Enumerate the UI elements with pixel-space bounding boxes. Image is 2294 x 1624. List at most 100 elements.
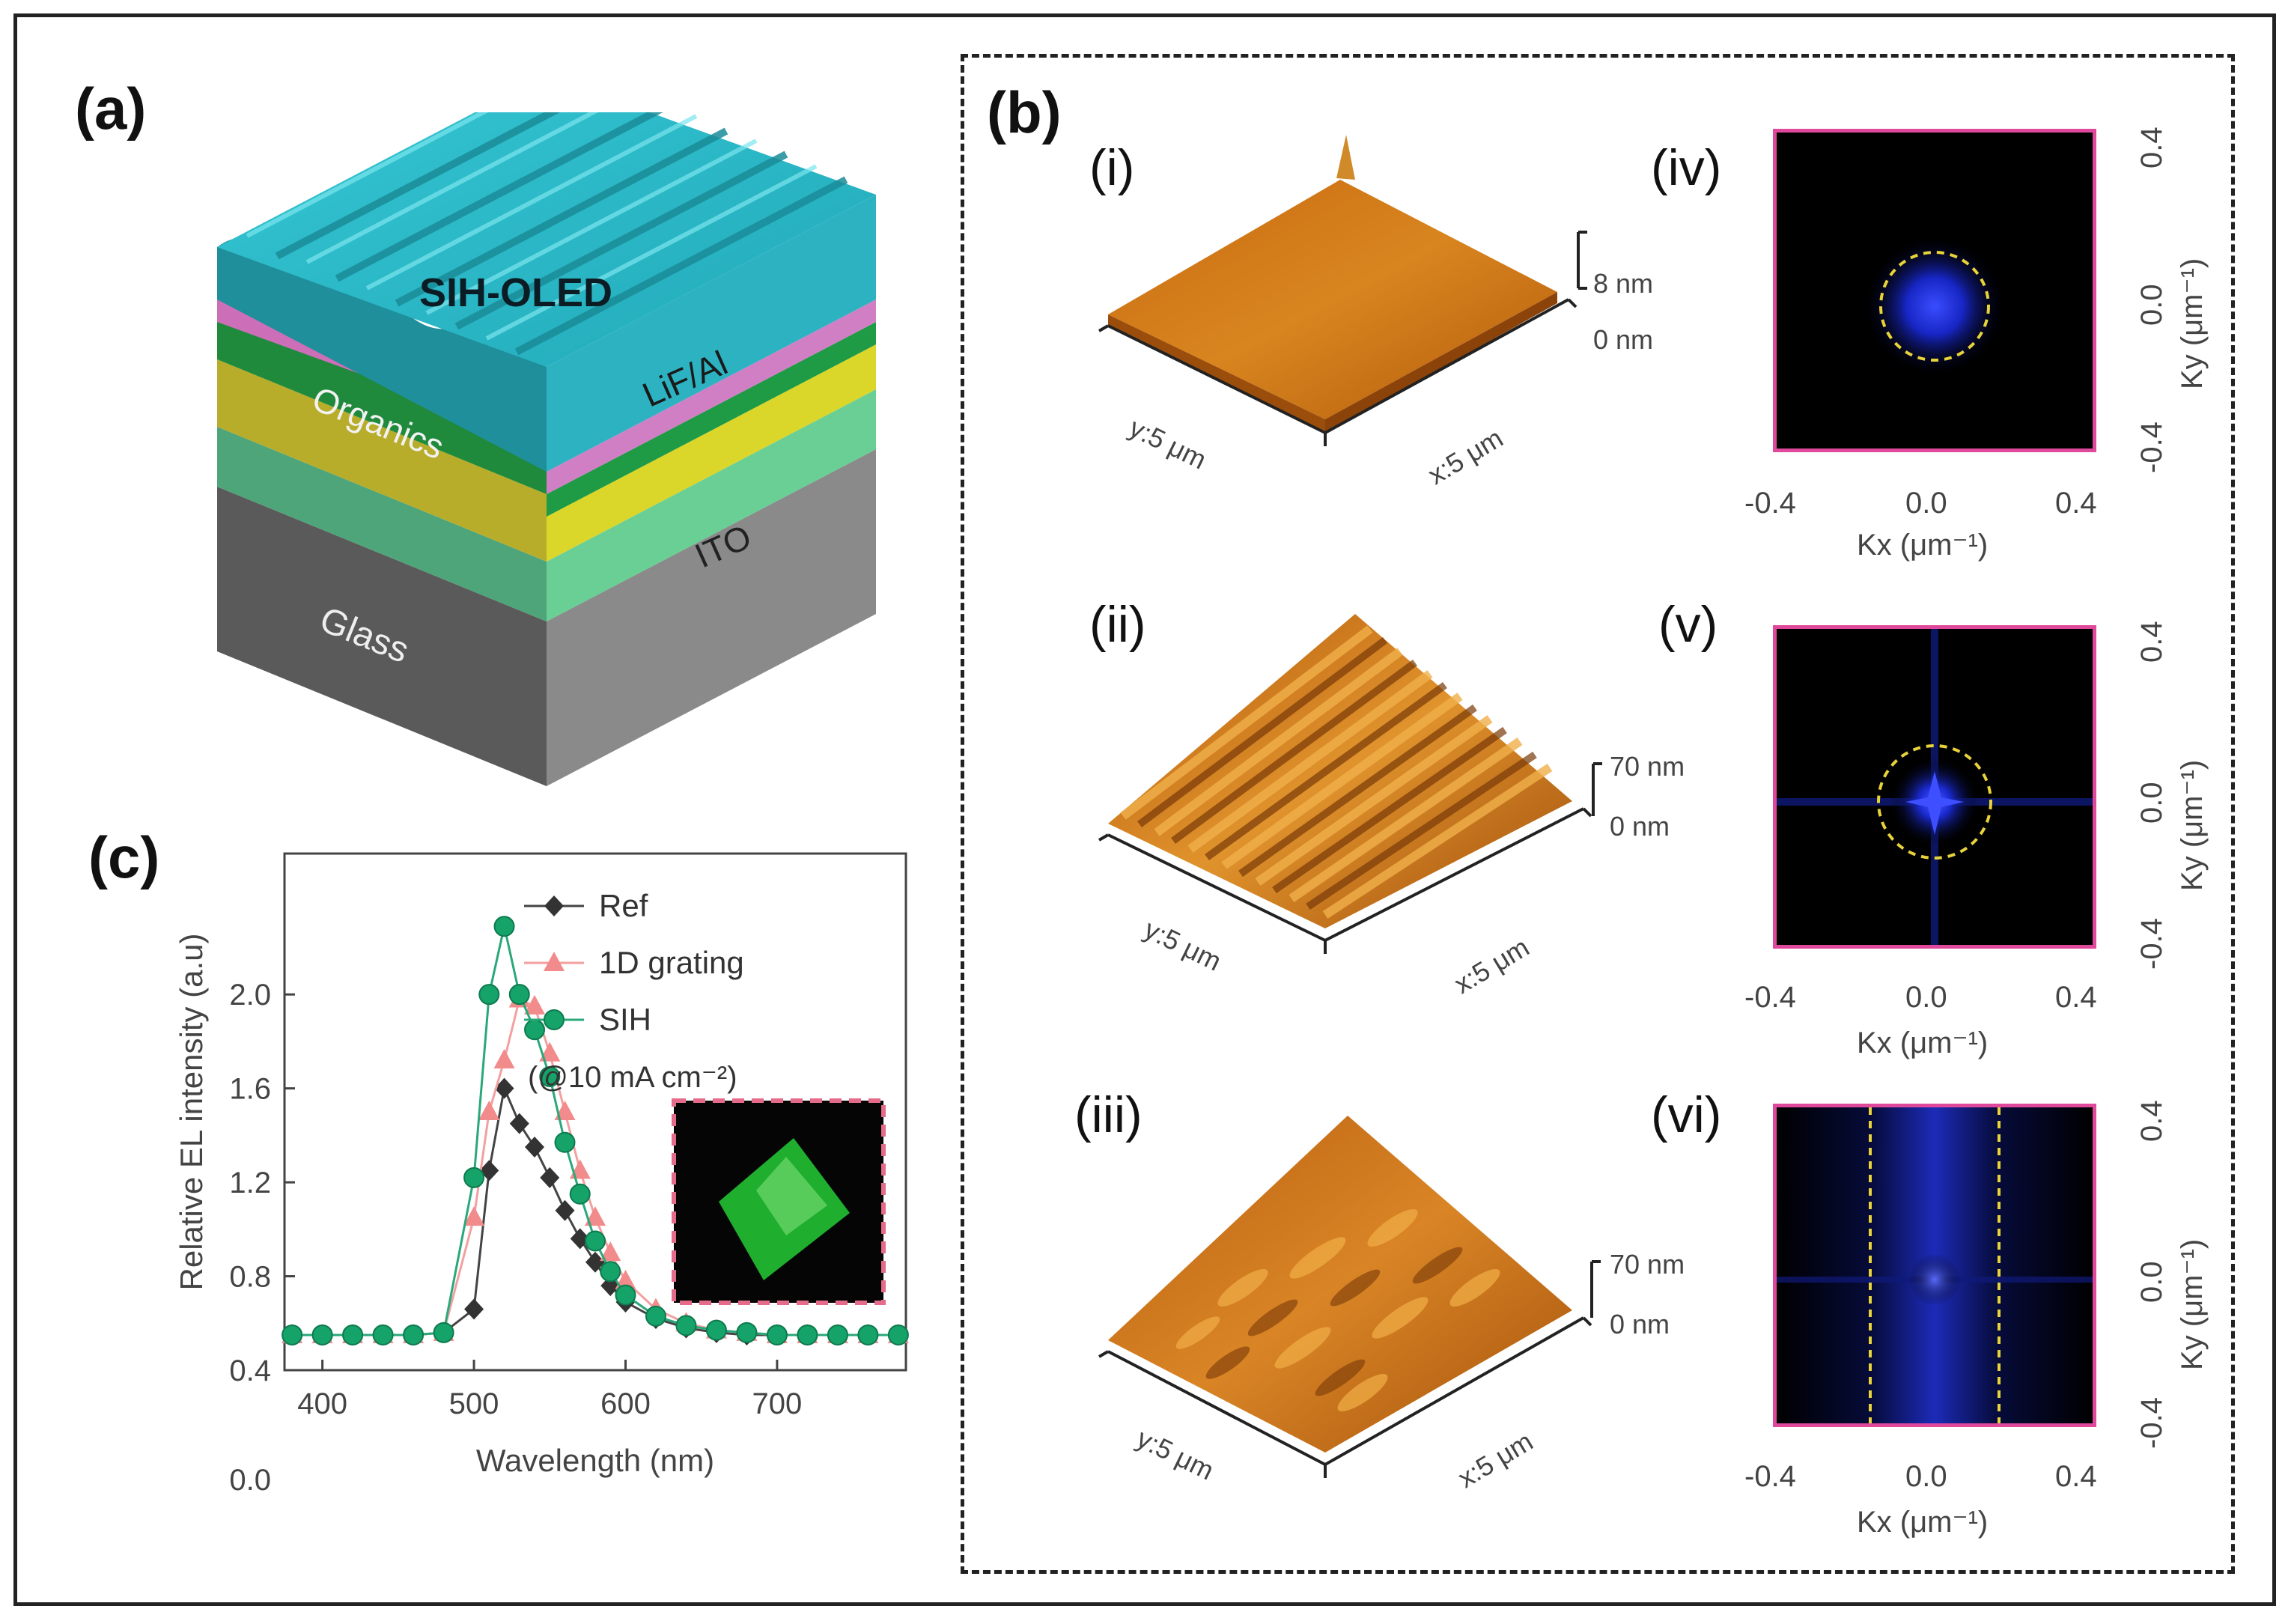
x-tick-label: 600 [600,1387,651,1420]
y-tick-label: 1.2 [229,1167,271,1199]
point-sih [372,1324,394,1345]
panel-b-frame [961,54,2235,1574]
el-spectrum-chart: 400 500 600 700 0.4 0.8 1.2 1.6 2.0 0.0 Wavelength… [150,839,943,1497]
point-sih [827,1324,848,1345]
cyan-top [217,112,876,367]
inset-highlight [756,1157,827,1235]
fft-vi-ytick-1: 0.0 [2135,1261,2168,1303]
x-tick-label: 400 [297,1387,347,1420]
point-sih [554,1131,576,1153]
fft-v-ytick-2: -0.4 [2135,918,2168,970]
fft-v-ylabel: Ky (μm⁻¹) [2176,759,2209,891]
point-ref [525,1137,545,1158]
point-sih [539,1065,561,1087]
point-sih [600,1261,621,1283]
point-sih [524,1019,546,1041]
point-sih [585,1230,606,1252]
fft-map-vi [1773,1104,2096,1427]
afm-i-zbottom: 0 nm [1593,324,1654,355]
label-vi: (vi) [1651,1086,1722,1143]
x-axis-label: Wavelength (nm) [476,1443,714,1478]
point-sih [797,1324,818,1345]
plot-frame [283,852,907,1372]
point-sih [857,1324,879,1345]
afm-i-ztop: 8 nm [1593,268,1654,299]
point-sih [887,1324,909,1345]
organics-wave [217,312,547,494]
label-sih-oled: SIH-OLED [419,270,613,315]
label-ii: (ii) [1089,596,1146,653]
legend-label: 1D grating [599,945,744,980]
cyan-front [217,237,547,472]
fft-v-xtick-2: 0.4 [2055,981,2097,1014]
fft-vi-xtick-2: 0.4 [2055,1460,2097,1493]
point-1d-grating [463,1206,485,1226]
point-1d-grating [539,1041,561,1062]
corrugation-ridges [275,112,848,356]
fft-vi-ylabel: Ky (μm⁻¹) [2176,1238,2209,1370]
point-sih [311,1324,333,1345]
cyan-side [547,195,876,472]
point-ref [585,1251,605,1273]
legend-label: SIH [599,1002,651,1037]
point-ref [555,1199,575,1221]
point-1d-grating [478,1101,500,1120]
legend-marker [544,1009,565,1030]
point-ref [570,1228,590,1250]
point-ref [600,1275,621,1297]
afm-surface-iii [1098,1116,1601,1478]
fft-v-xlabel: Kx (μm⁻¹) [1857,1027,1989,1059]
label-iii: (iii) [1074,1086,1143,1143]
lifal-side [547,299,876,494]
y-tick-label: 2.0 [229,979,271,1012]
point-sih [433,1322,454,1343]
point-ref [540,1167,560,1188]
ito-front [217,427,547,621]
ito-side [547,389,876,621]
y-tick-label: 0.4 [229,1354,271,1387]
fft-iv-xlabel: Kx (μm⁻¹) [1857,529,1989,562]
organics-side-green [547,322,876,517]
fft-iv-ytick-2: -0.4 [2135,422,2168,473]
label-iv: (iv) [1651,139,1722,196]
point-1d-grating [585,1206,606,1226]
glass-front [217,487,547,786]
fft-vi-xtick-1: 0.0 [1905,1460,1947,1493]
legend-marker [544,895,564,916]
figure-frame [13,13,2276,1606]
fft-iv-ring [1879,251,1990,362]
point-sih [645,1305,666,1327]
fft-vi-xtick-0: -0.4 [1744,1460,1796,1493]
y-tick-label-extra: 0.0 [229,1464,271,1497]
point-ref [494,1077,514,1099]
y-tick-label: 1.6 [229,1073,271,1106]
point-1d-grating [615,1269,636,1289]
fft-iv-ytick-0: 0.4 [2135,127,2168,168]
fft-vi-ytick-0: 0.4 [2135,1100,2168,1142]
point-sih [569,1183,591,1205]
point-sih [282,1324,303,1345]
legend-marker [544,952,565,971]
fft-iv-ytick-1: 0.0 [2135,284,2168,326]
afm-ii-ztop: 70 nm [1610,751,1685,782]
fft-v-ytick-1: 0.0 [2135,782,2168,824]
label-i: (i) [1089,139,1135,196]
label-v: (v) [1658,596,1718,653]
point-sih [463,1167,485,1188]
point-sih [493,916,515,937]
corrugation-highlights [246,112,818,341]
point-sih [342,1324,364,1345]
fft-v-xtick-1: 0.0 [1905,981,1947,1014]
oled-stack-diagram [217,112,876,786]
fft-vi-xlabel: Kx (μm⁻¹) [1857,1506,1989,1539]
panel-a-label: (a) [75,76,147,142]
glass-side [547,449,876,786]
organics-front [217,359,547,562]
y-axis-label: Relative EL intensity (a.u) [174,934,209,1291]
panel-c-label: (c) [88,824,160,890]
point-sih [508,984,530,1006]
fft-map-v [1773,625,2096,949]
point-sih [403,1324,425,1345]
fft-iv-xtick-1: 0.0 [1905,487,1947,520]
fft-v-ytick-0: 0.4 [2135,621,2168,663]
